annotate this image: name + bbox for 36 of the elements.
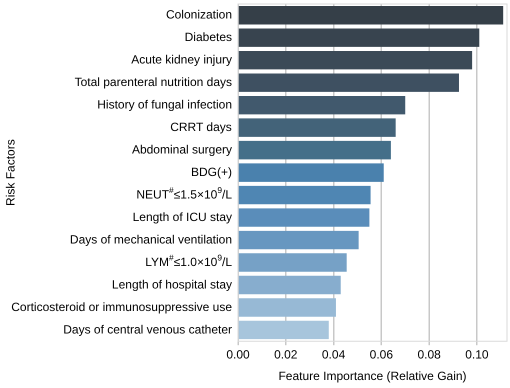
y-axis-title: Risk Factors [4, 139, 18, 206]
y-tick-label: Total parenteral nutrition days [74, 74, 232, 89]
x-tick-label: 0.04 [322, 348, 346, 362]
bar [238, 140, 391, 160]
bar [238, 276, 341, 294]
y-tick-label: Days of central venous catheter [63, 322, 232, 336]
bar [238, 186, 371, 204]
bar [238, 6, 504, 24]
y-tick-label: BDG(+) [190, 164, 232, 179]
bar [238, 230, 359, 250]
x-tick-label: 0.06 [370, 348, 394, 362]
y-tick-label: Diabetes [184, 30, 232, 44]
bar [238, 96, 406, 114]
x-axis-title: Feature Importance (Relative Gain) [278, 369, 467, 384]
y-tick-label: History of fungal infection [97, 97, 232, 112]
bar [238, 73, 459, 92]
y-tick-label: Abdominal surgery [132, 142, 232, 156]
y-tick-label: Colonization [166, 8, 232, 22]
y-tick-label: Acute kidney injury [131, 52, 232, 67]
y-tick-label: Length of ICU stay [132, 210, 232, 224]
bar [238, 50, 472, 70]
x-tick-label: 0.00 [226, 348, 250, 362]
bar [238, 320, 329, 340]
y-tick-label: CRRT days [170, 120, 232, 134]
y-tick-label: Corticosteroid or immunosuppressive use [11, 300, 232, 314]
y-tick-label: Length of hospital stay [112, 277, 232, 292]
x-tick-label: 0.08 [417, 348, 442, 362]
bar [238, 118, 396, 137]
bar [238, 28, 480, 47]
x-tick-label: 0.10 [465, 348, 489, 362]
bar [238, 298, 336, 317]
bar [238, 163, 384, 182]
bar [238, 208, 370, 227]
bar [238, 253, 347, 272]
x-tick-label: 0.02 [274, 348, 298, 362]
y-tick-label: Days of mechanical ventilation [70, 232, 232, 246]
